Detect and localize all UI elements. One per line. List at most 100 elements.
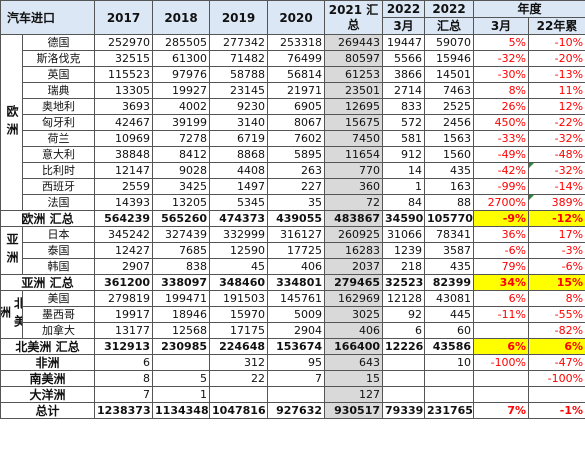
header-march-change: 3月 [473,17,530,35]
cell-value: 252970 [94,34,154,51]
header-2022-march: 2022 [382,0,426,18]
cell-value: 277342 [209,34,269,51]
cell-value: 80597 [324,50,384,67]
region-label: 非洲 [0,354,96,371]
total-value: 82399 [424,274,475,291]
cell-value: 389% [528,194,585,211]
cell-value: -42% [473,162,530,179]
cell-value: 12568 [152,322,211,339]
cell-value: -10% [528,34,585,51]
region-label: 大洋洲 [0,386,96,403]
country-name: 英国 [21,66,96,83]
cell-value: 45 [209,258,269,275]
total-value: 15% [528,274,585,291]
country-name: 西班牙 [21,178,96,195]
cell-value: 6% [473,290,530,307]
cell-value: 7685 [152,242,211,259]
country-name: 奥地利 [21,98,96,115]
total-value: 34590 [382,210,426,227]
cell-value: 8412 [152,146,211,163]
country-name: 意大利 [21,146,96,163]
total-value: 7% [473,402,530,419]
cell-value: 3025 [324,306,384,323]
cell-value: -32% [528,130,585,147]
cell-value: 14501 [424,66,475,83]
total-value: -12% [528,210,585,227]
total-label: 欧洲 汇总 [0,210,96,227]
cell-value: 12128 [382,290,426,307]
cell-value: 838 [152,258,211,275]
cell-value: 770 [324,162,384,179]
cell-value: -82% [528,322,585,339]
table-row: 加拿大 13177 12568 17175 2904 406 6 60 -82% [1,322,585,339]
country-name: 美国 [21,290,96,307]
cell-value: 10969 [94,130,154,147]
cell-value: 345242 [94,226,154,243]
cell-value: 61253 [324,66,384,83]
cell-value: 3140 [209,114,269,131]
country-name: 日本 [21,226,96,243]
cell-value: 7602 [267,130,326,147]
cell-value [152,354,211,371]
cell-value: 7 [267,370,326,387]
cell-value: 5 [152,370,211,387]
cell-value [382,354,426,371]
cell-value [267,386,326,403]
cell-value: 162969 [324,290,384,307]
cell-value: 406 [267,258,326,275]
cell-value: -49% [473,146,530,163]
cell-value: 61300 [152,50,211,67]
cell-value: 13177 [94,322,154,339]
cell-value: 5895 [267,146,326,163]
cell-value: 59070 [424,34,475,51]
cell-value: 327439 [152,226,211,243]
total-value: 565260 [152,210,211,227]
cell-value: 32515 [94,50,154,67]
country-name: 墨西哥 [21,306,96,323]
cell-value: 643 [324,354,384,371]
cell-value: -22% [528,114,585,131]
header-month: 3月 [382,17,426,35]
cell-value [382,370,426,387]
cell-value: 13205 [152,194,211,211]
cell-value: -100% [473,354,530,371]
cell-value: -32% [473,50,530,67]
cell-value [209,386,269,403]
cell-value [473,322,530,339]
table-row: 北美洲 美国 279819 199471 191503 145761 162969 12128… [0,290,585,339]
cell-value: -3% [528,242,585,259]
cell-value: 227 [267,178,326,195]
cell-value: 84 [382,194,426,211]
cell-value: 8% [473,82,530,99]
total-value: 105770 [424,210,475,227]
cell-value: 12695 [324,98,384,115]
cell-value: 2714 [382,82,426,99]
import-table: 汽车进口 2017 2018 2019 2020 2021 汇总 2022 2022 年度 3月汇… [0,0,585,419]
cell-value: 5% [473,34,530,51]
cell-value: 360 [324,178,384,195]
cell-value: 263 [267,162,326,179]
cell-value: 72 [324,194,384,211]
cell-value: 15675 [324,114,384,131]
cell-value: -33% [473,130,530,147]
total-value: 564239 [94,210,154,227]
cell-value: 435 [424,162,475,179]
country-name: 荷兰 [21,130,96,147]
cell-value: -6% [473,242,530,259]
cell-value: 36% [473,226,530,243]
cell-value: 2456 [424,114,475,131]
cell-value: 8067 [267,114,326,131]
header-annual: 年度 [473,0,585,18]
cell-value: 15946 [424,50,475,67]
table-row: 法国 14393 13205 5345 35 72 84 88 2700% 389% [1,194,585,211]
cell-value: -32% [528,162,585,179]
total-value: 231765 [424,402,475,419]
header-sum: 汇总 [424,17,475,35]
cell-value: 6905 [267,98,326,115]
cell-value: 14 [382,162,426,179]
total-value: 927632 [267,402,326,419]
cell-value: 1560 [424,146,475,163]
total-value: 474373 [209,210,269,227]
cell-value: 6 [94,354,154,371]
cell-value: 5566 [382,50,426,67]
